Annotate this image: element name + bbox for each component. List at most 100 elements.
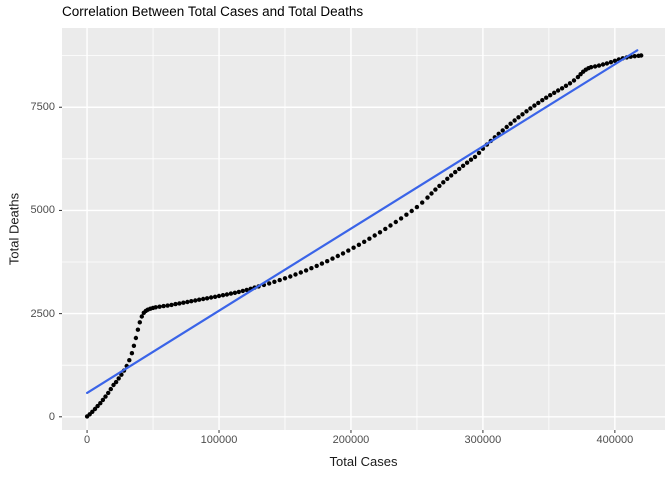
- data-point: [367, 236, 372, 241]
- data-point: [119, 372, 124, 377]
- data-point: [185, 299, 190, 305]
- plot-canvas: [59, 28, 665, 433]
- data-point: [340, 251, 346, 256]
- data-point: [189, 299, 194, 304]
- data-point: [335, 253, 340, 259]
- data-point: [95, 403, 100, 409]
- data-point: [161, 303, 166, 309]
- data-point: [414, 204, 420, 210]
- data-point: [453, 169, 458, 175]
- data-point: [404, 212, 409, 217]
- data-point: [113, 379, 119, 385]
- data-point: [98, 401, 103, 406]
- data-point: [536, 100, 541, 106]
- data-point: [559, 86, 565, 91]
- data-point: [516, 115, 521, 120]
- y-tick-label: 5000: [30, 204, 55, 217]
- data-point: [362, 239, 367, 244]
- data-point: [277, 277, 282, 283]
- data-point: [388, 223, 393, 228]
- data-point: [220, 293, 226, 298]
- data-point: [567, 81, 573, 86]
- data-point: [169, 302, 174, 308]
- data-point: [314, 263, 319, 269]
- data-point: [639, 53, 644, 58]
- y-tick-label: 0: [48, 410, 55, 423]
- data-point: [372, 233, 377, 238]
- x-axis-title: Total Cases: [329, 454, 398, 469]
- data-point: [153, 305, 158, 310]
- data-point: [398, 216, 404, 221]
- data-point: [425, 195, 430, 200]
- data-point: [201, 296, 206, 302]
- data-point: [177, 301, 182, 306]
- data-point: [293, 272, 298, 277]
- x-tick-label: 400000: [596, 434, 634, 446]
- data-point: [504, 124, 509, 130]
- data-point: [135, 327, 141, 332]
- data-point: [596, 63, 602, 68]
- data-point: [464, 160, 470, 165]
- data-point: [346, 248, 351, 253]
- data-point: [377, 230, 383, 235]
- data-point: [588, 65, 594, 70]
- data-point: [106, 390, 111, 396]
- data-point: [108, 386, 113, 392]
- data-point: [133, 335, 139, 341]
- data-point: [441, 180, 446, 185]
- data-point: [383, 226, 388, 232]
- data-point: [445, 176, 450, 181]
- data-point: [204, 296, 210, 301]
- data-point: [528, 106, 533, 111]
- data-point: [232, 290, 238, 295]
- data-point: [356, 242, 362, 247]
- data-point: [457, 166, 462, 172]
- data-point: [508, 121, 513, 126]
- data-point: [571, 78, 577, 83]
- data-point: [319, 261, 325, 266]
- data-point: [208, 295, 214, 300]
- data-point: [212, 294, 218, 299]
- data-point: [157, 304, 162, 309]
- data-point: [420, 200, 425, 205]
- x-tick-label: 300000: [464, 434, 502, 446]
- data-point: [165, 303, 170, 308]
- data-point: [240, 288, 245, 294]
- x-tick-label: 0: [84, 434, 91, 446]
- data-point: [555, 88, 561, 93]
- data-point: [468, 157, 474, 162]
- data-point: [137, 320, 142, 325]
- data-point: [92, 406, 98, 412]
- data-point: [272, 279, 277, 284]
- x-tick-label: 100000: [200, 434, 238, 446]
- data-point: [612, 58, 618, 63]
- data-point: [228, 291, 234, 296]
- data-point: [193, 298, 198, 303]
- data-point: [282, 276, 288, 281]
- data-point: [449, 173, 454, 178]
- smooth-fit-line: [86, 49, 639, 394]
- data-point: [351, 245, 356, 250]
- data-point: [532, 103, 537, 108]
- data-point: [476, 150, 482, 156]
- data-point: [216, 293, 222, 299]
- data-point: [608, 60, 614, 65]
- y-tick-label: 7500: [30, 101, 55, 114]
- chart-title: Correlation Between Total Cases and Tota…: [62, 4, 364, 19]
- data-point: [116, 376, 121, 381]
- data-point: [224, 292, 230, 297]
- data-point: [563, 83, 569, 88]
- data-point: [393, 219, 398, 225]
- data-point: [244, 287, 249, 293]
- data-point: [512, 118, 517, 123]
- data-point: [181, 300, 186, 305]
- data-point: [548, 93, 553, 98]
- data-point: [267, 281, 272, 286]
- data-point: [309, 266, 314, 271]
- data-point: [409, 208, 414, 214]
- data-point: [103, 394, 108, 399]
- data-point: [127, 358, 132, 363]
- data-point: [139, 314, 144, 319]
- data-point: [129, 351, 135, 356]
- data-point: [330, 256, 335, 261]
